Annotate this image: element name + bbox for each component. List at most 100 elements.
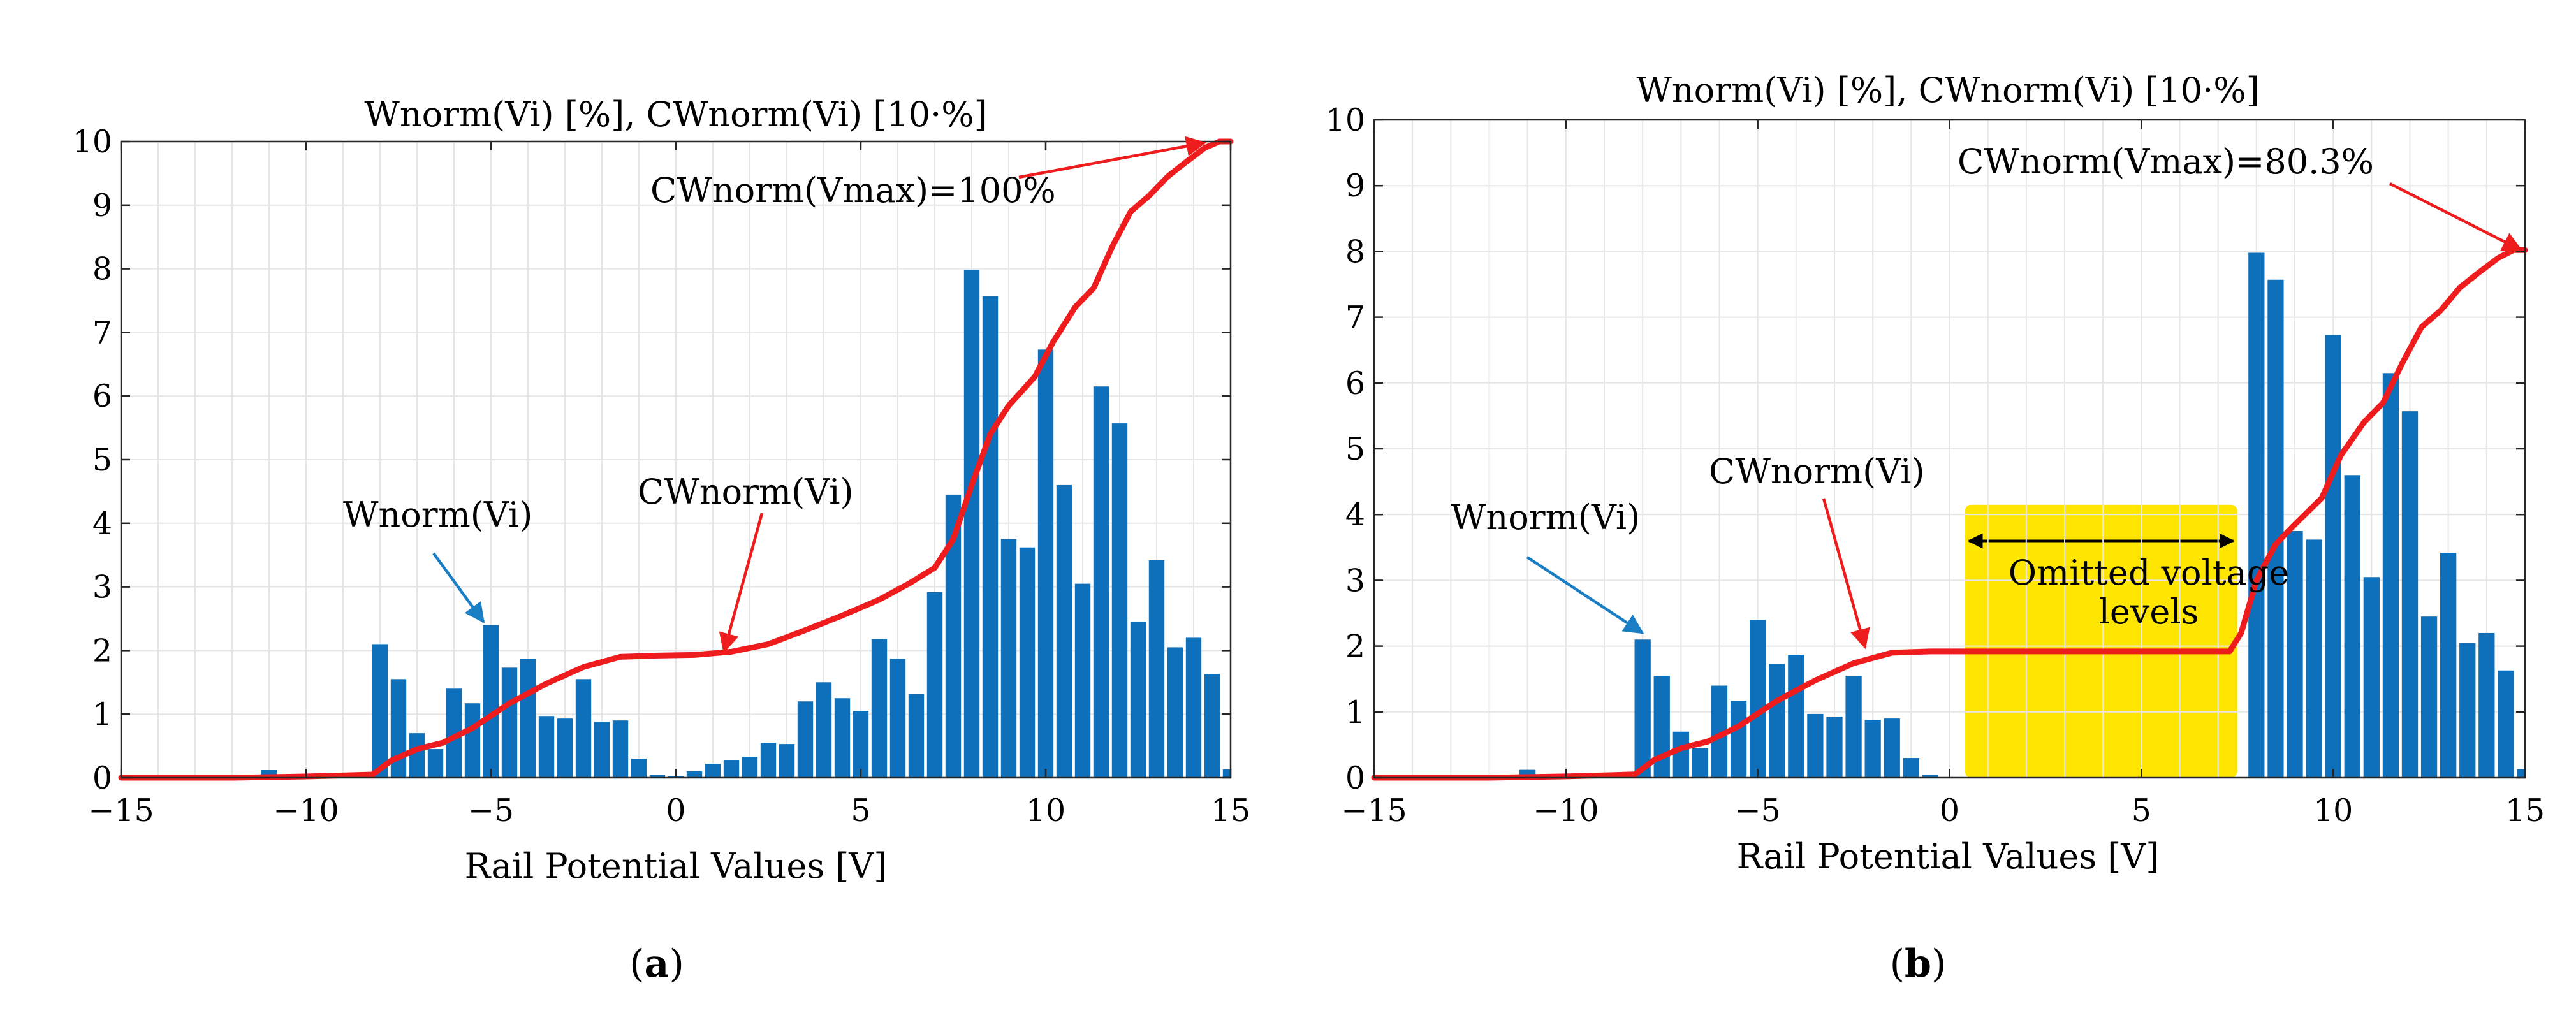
y-tick-label: 8 xyxy=(1345,233,1365,270)
cwnorm-curve xyxy=(118,138,1234,781)
y-tick-label: 10 xyxy=(1326,102,1365,138)
bar-wnorm xyxy=(1634,639,1651,778)
bar-wnorm xyxy=(963,270,980,778)
chart-title: Wnorm(Vi) [%], CWnorm(Vi) [10·%] xyxy=(1636,70,2259,110)
x-tick-label: −15 xyxy=(88,792,154,829)
bar-wnorm xyxy=(926,592,943,778)
line-series-cwnorm xyxy=(1371,247,2528,781)
bar-series-wnorm xyxy=(261,270,1231,778)
bar-wnorm xyxy=(705,764,721,778)
annotation-cwnorm: CWnorm(Vi) xyxy=(638,472,854,512)
bar-wnorm xyxy=(1730,701,1747,778)
bar-wnorm xyxy=(982,296,999,778)
bar-wnorm xyxy=(1130,622,1146,778)
bar-wnorm xyxy=(2478,632,2495,778)
x-tick-label: 10 xyxy=(1026,792,1065,829)
x-tick-label: −10 xyxy=(273,792,339,829)
bar-wnorm xyxy=(2287,531,2303,778)
y-tick-label: 3 xyxy=(92,569,112,606)
bar-wnorm xyxy=(2440,553,2457,778)
bar-wnorm xyxy=(797,701,814,778)
bar-wnorm xyxy=(1056,484,1072,778)
highlight-label-line-2: levels xyxy=(2099,592,2199,632)
bar-wnorm xyxy=(464,703,481,778)
bar-wnorm xyxy=(409,733,425,778)
y-tick-label: 2 xyxy=(1345,629,1365,665)
y-tick-label: 6 xyxy=(1345,365,1365,402)
bar-wnorm xyxy=(575,679,592,778)
bar-wnorm xyxy=(538,716,555,778)
omitted-voltage-region xyxy=(1965,504,2237,778)
bar-wnorm xyxy=(612,720,629,778)
bar-wnorm xyxy=(1769,664,1785,778)
bar-wnorm xyxy=(2420,616,2438,778)
annotation-cwnorm: CWnorm(Vi) xyxy=(1709,451,1925,492)
bar-wnorm xyxy=(816,682,832,778)
annotation-wnorm: Wnorm(Vi) xyxy=(343,495,532,535)
bar-wnorm xyxy=(2382,373,2399,778)
y-tick-label: 4 xyxy=(1345,497,1365,533)
axis-ticks: −15 −10 −5 0 5 10 15 0 1 2 3 4 5 6 7 8 9 10 xyxy=(1326,102,2545,829)
y-tick-label: 9 xyxy=(1345,168,1365,204)
y-tick-label: 10 xyxy=(73,124,112,160)
bar-series-wnorm xyxy=(1519,252,2525,778)
bar-wnorm xyxy=(1826,717,1843,778)
bar-wnorm xyxy=(1922,775,1939,778)
x-tick-label: 10 xyxy=(2313,792,2353,829)
y-tick-label: 3 xyxy=(1345,562,1365,599)
chart-panel-b: −15 −10 −5 0 5 10 15 0 1 2 3 4 5 6 7 8 9 10 Wnorm(Vi) [%]… xyxy=(1326,70,2545,986)
bar-wnorm xyxy=(871,639,888,778)
annotation-arrow xyxy=(1018,136,1206,179)
x-axis-label: Rail Potential Values [V] xyxy=(1737,836,2160,877)
bar-wnorm xyxy=(1148,560,1165,778)
x-tick-label: −5 xyxy=(468,792,514,829)
bar-wnorm xyxy=(649,775,666,778)
bar-wnorm xyxy=(1788,655,1804,778)
bar-wnorm xyxy=(779,744,795,778)
bar-wnorm xyxy=(2306,539,2322,778)
annotation-arrow xyxy=(1822,498,1870,650)
annotation-cwnorm-vmax: CWnorm(Vmax)=100% xyxy=(650,170,1056,210)
bar-wnorm xyxy=(2267,279,2284,778)
annotation-arrow xyxy=(1526,556,1644,634)
y-tick-label: 5 xyxy=(1345,431,1365,467)
chart-title: Wnorm(Vi) [%], CWnorm(Vi) [10·%] xyxy=(364,94,987,135)
panel-label-b: (b) xyxy=(1890,942,1947,986)
bar-wnorm xyxy=(1167,647,1183,778)
y-tick-label: 0 xyxy=(1345,760,1365,796)
bar-wnorm xyxy=(1204,674,1220,778)
panel-label-a: (a) xyxy=(629,942,684,986)
bar-wnorm xyxy=(483,625,499,778)
y-tick-label: 5 xyxy=(92,442,112,478)
bar-wnorm xyxy=(1807,713,1824,778)
bar-wnorm xyxy=(2363,577,2380,778)
y-tick-label: 4 xyxy=(92,506,112,542)
x-tick-label: 5 xyxy=(851,792,870,829)
annotation-wnorm: Wnorm(Vi) xyxy=(1451,497,1640,537)
x-tick-label: 0 xyxy=(1940,792,1959,829)
bar-wnorm xyxy=(1185,638,1202,778)
bar-wnorm xyxy=(1019,547,1036,778)
bar-wnorm xyxy=(1672,731,1689,778)
bar-wnorm xyxy=(1074,583,1091,778)
bar-wnorm xyxy=(1653,676,1670,778)
bar-wnorm xyxy=(631,759,647,778)
y-tick-label: 1 xyxy=(92,696,112,732)
y-tick-label: 7 xyxy=(92,314,112,351)
highlight-label-line-1: Omitted voltage xyxy=(2009,553,2290,593)
bar-wnorm xyxy=(853,711,869,778)
bar-wnorm xyxy=(1845,676,1862,778)
bar-wnorm xyxy=(427,749,444,778)
bar-wnorm xyxy=(1037,349,1054,778)
y-tick-label: 0 xyxy=(92,760,112,796)
bar-wnorm xyxy=(908,694,925,778)
y-tick-label: 6 xyxy=(92,378,112,414)
x-tick-label: 15 xyxy=(2505,792,2545,829)
bar-wnorm xyxy=(2459,643,2476,778)
axis-ticks: −15 −10 −5 0 5 10 15 0 1 2 3 4 5 6 7 8 9 10 xyxy=(73,124,1251,829)
bar-wnorm xyxy=(1692,748,1709,778)
y-tick-label: 1 xyxy=(1345,694,1365,731)
bar-wnorm xyxy=(372,644,388,778)
y-tick-label: 8 xyxy=(92,251,112,288)
